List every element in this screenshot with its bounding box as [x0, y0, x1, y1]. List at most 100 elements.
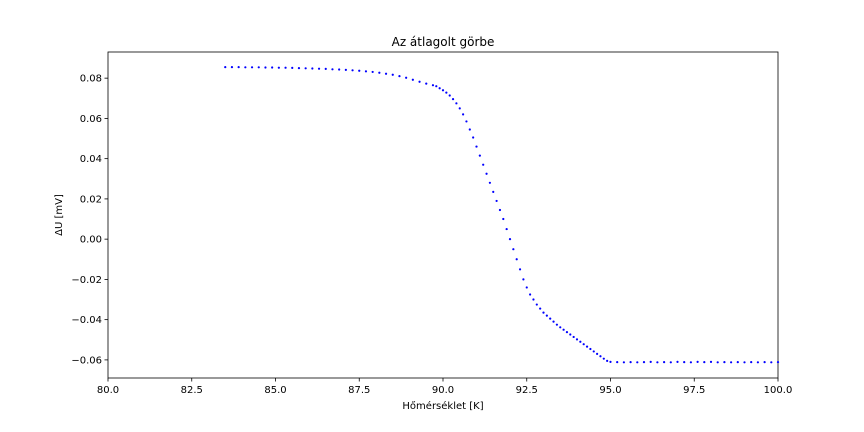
data-point: [441, 89, 445, 92]
data-point: [455, 102, 458, 105]
data-point: [391, 73, 394, 76]
y-axis-ticks: −0.06 −0.04 −0.02 0.00 0.02 0.04 0.06 0.08: [71, 74, 108, 366]
data-point: [642, 361, 646, 364]
data-point: [582, 343, 585, 346]
data-point: [465, 120, 468, 123]
data-point: [669, 361, 672, 364]
data-point: [478, 154, 481, 157]
y-tick-label: −0.06: [71, 355, 102, 366]
data-point: [656, 361, 659, 364]
data-point: [555, 323, 559, 326]
data-point: [649, 360, 652, 364]
data-point: [552, 320, 555, 323]
data-point: [703, 361, 706, 364]
data-point: [585, 345, 589, 348]
data-point: [716, 361, 719, 364]
data-point: [522, 278, 525, 281]
y-tick-label: 0.00: [80, 235, 102, 246]
data-point: [458, 107, 461, 110]
data-point: [425, 82, 428, 85]
data-point: [676, 360, 679, 364]
data-point: [525, 286, 528, 289]
data-point: [438, 87, 441, 90]
data-point: [482, 163, 485, 166]
data-point: [445, 91, 448, 94]
x-tick-label: 97.5: [683, 385, 705, 396]
data-point: [559, 326, 562, 329]
data-point: [616, 361, 619, 364]
data-point: [696, 360, 699, 364]
data-point: [378, 71, 381, 74]
data-point: [250, 66, 254, 69]
data-point: [515, 258, 518, 261]
data-point: [502, 217, 505, 221]
data-point: [562, 328, 565, 331]
data-point: [602, 357, 605, 360]
data-point: [462, 113, 465, 116]
data-point: [358, 69, 361, 72]
data-point: [505, 227, 508, 231]
x-axis-label: Hőmérséklet [K]: [402, 400, 483, 412]
x-tick-label: 100.0: [764, 385, 793, 396]
data-point: [224, 65, 227, 69]
data-point: [431, 84, 435, 87]
data-point: [770, 361, 773, 364]
chart-title: Az átlagolt görbe: [392, 35, 495, 49]
data-point: [730, 361, 733, 364]
data-point: [592, 350, 595, 353]
y-tick-label: 0.02: [80, 194, 102, 205]
x-tick-label: 95.0: [599, 385, 621, 396]
data-point: [304, 67, 307, 70]
data-point: [371, 70, 374, 74]
data-point: [542, 311, 545, 314]
data-point: [750, 361, 753, 364]
data-point: [351, 69, 354, 72]
data-point: [411, 78, 414, 81]
plot-area: [107, 51, 779, 379]
data-point: [324, 67, 327, 71]
y-tick-label: 0.08: [80, 74, 102, 85]
data-point: [609, 360, 612, 364]
data-point: [736, 361, 739, 364]
data-point: [636, 361, 639, 364]
y-axis-label: ΔU [mV]: [54, 194, 65, 236]
data-point: [435, 85, 438, 88]
data-point: [508, 238, 512, 241]
x-axis-ticks: 80.0 82.5 85.0 87.5 90.0 92.5 95.0 97.5 100.0: [97, 378, 792, 396]
data-point: [405, 76, 408, 79]
data-point: [709, 360, 713, 364]
data-point: [338, 68, 341, 71]
data-point: [629, 361, 632, 364]
data-point: [565, 331, 569, 334]
data-point: [384, 72, 388, 75]
data-point: [448, 94, 451, 97]
data-point: [723, 361, 726, 364]
data-point: [529, 293, 532, 296]
data-point: [344, 68, 347, 72]
data-point: [237, 65, 240, 69]
data-point: [549, 317, 552, 320]
data-point: [569, 333, 572, 336]
data-point: [244, 66, 247, 69]
data-point: [264, 66, 267, 69]
data-point: [472, 136, 475, 139]
data-point: [418, 80, 421, 83]
x-tick-label: 85.0: [264, 385, 286, 396]
data-point: [297, 66, 301, 70]
data-point: [468, 128, 471, 131]
data-point: [331, 68, 334, 71]
data-point: [475, 145, 478, 148]
data-point: [230, 65, 234, 69]
y-tick-label: −0.02: [71, 275, 102, 286]
data-point: [488, 181, 491, 184]
data-point: [311, 67, 314, 70]
data-point: [663, 361, 666, 364]
data-point: [589, 347, 592, 351]
data-point: [512, 248, 515, 251]
data-point: [532, 298, 535, 301]
x-tick-label: 87.5: [348, 385, 370, 396]
data-point: [495, 199, 498, 203]
data-point: [756, 361, 760, 364]
data-point: [599, 355, 602, 358]
